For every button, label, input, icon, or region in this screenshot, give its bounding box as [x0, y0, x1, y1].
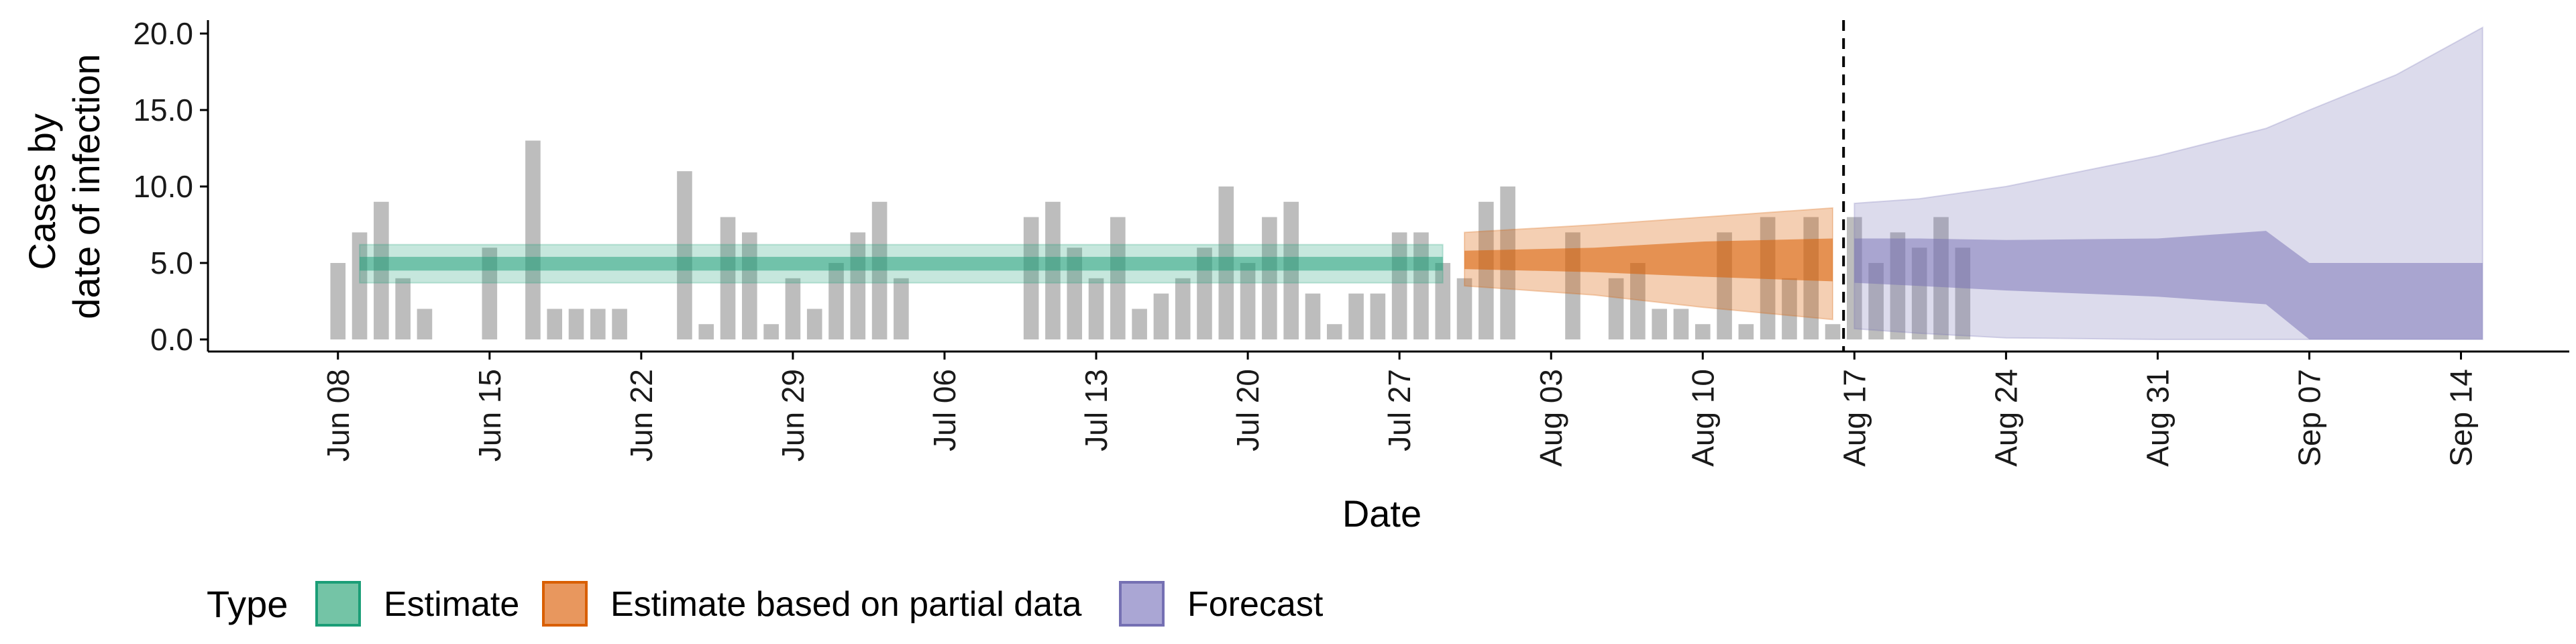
- case-bar: [1456, 278, 1472, 339]
- y-tick-label: 20.0: [133, 16, 193, 51]
- case-bar: [1197, 248, 1212, 339]
- x-tick-label: Aug 31: [2140, 369, 2175, 467]
- case-bar: [677, 171, 692, 339]
- x-tick-label: Aug 24: [1988, 369, 2023, 467]
- legend-items: Estimate Estimate based on partial data Fo…: [315, 581, 1324, 627]
- case-bar: [806, 309, 822, 339]
- case-bar: [1435, 263, 1451, 339]
- case-bar: [1262, 217, 1277, 339]
- x-axis-title: Date: [1342, 492, 1421, 535]
- legend-label: Forecast: [1187, 585, 1324, 624]
- case-bar: [568, 309, 584, 339]
- y-tick-label: 15.0: [133, 93, 193, 127]
- case-bar: [828, 263, 844, 339]
- x-tick-label: Jun 29: [775, 369, 810, 462]
- case-bar: [1326, 324, 1342, 339]
- estimate-bands: [359, 26, 2483, 340]
- axes: 0.05.010.015.020.0 Jun 08 Jun 15 Jun 22 Jun…: [133, 16, 2569, 467]
- x-tick-label: Jul 20: [1230, 369, 1265, 451]
- x-tick-label: Jul 27: [1382, 369, 1417, 451]
- reported-cases-bars: [330, 140, 1971, 339]
- case-bar: [1305, 293, 1321, 339]
- y-tick-label: 10.0: [133, 169, 193, 204]
- case-bar: [417, 309, 433, 339]
- legend-swatch: [315, 581, 361, 627]
- case-bar: [330, 263, 346, 339]
- case-bar: [1240, 263, 1256, 339]
- case-bar: [894, 278, 909, 339]
- case-bar: [1153, 293, 1169, 339]
- x-axis-ticks: Jun 08 Jun 15 Jun 22 Jun 29 Jul 06 Jul 13 Jul …: [321, 352, 2479, 467]
- case-bar: [1067, 248, 1083, 339]
- y-axis-title-line-2: date of infection: [65, 54, 107, 319]
- x-tick-label: Sep 14: [2444, 369, 2479, 467]
- legend-label: Estimate based on partial data: [610, 585, 1082, 624]
- case-bar: [612, 309, 627, 339]
- case-bar: [1630, 263, 1646, 339]
- x-tick-label: Aug 17: [1837, 369, 1872, 467]
- case-bar: [1132, 309, 1147, 339]
- legend-label: Estimate: [384, 585, 519, 624]
- x-tick-label: Aug 10: [1685, 369, 1720, 467]
- case-bar: [1175, 278, 1191, 339]
- case-bar: [547, 309, 562, 339]
- legend-swatch: [1119, 581, 1165, 627]
- case-bar: [720, 217, 736, 339]
- x-tick-label: Jul 06: [927, 369, 962, 451]
- x-tick-label: Jun 15: [472, 369, 507, 462]
- series-inner-band: [360, 256, 1443, 271]
- case-bar: [785, 278, 801, 339]
- y-tick-label: 0.0: [150, 322, 193, 357]
- case-bar: [590, 309, 606, 339]
- case-bar: [395, 278, 411, 339]
- case-bar: [1088, 278, 1104, 339]
- x-tick-label: Jun 22: [624, 369, 659, 462]
- case-bar: [1023, 217, 1039, 339]
- case-bar: [1370, 293, 1386, 339]
- case-bar: [698, 324, 714, 339]
- case-bar: [1695, 324, 1711, 339]
- x-tick-label: Jun 08: [321, 369, 356, 462]
- case-bar: [525, 140, 541, 339]
- case-bar: [763, 324, 779, 339]
- legend-title: Type: [207, 583, 288, 625]
- case-bar: [1673, 309, 1689, 339]
- x-tick-label: Aug 03: [1534, 369, 1568, 467]
- case-bar: [1782, 278, 1797, 339]
- x-tick-label: Sep 07: [2292, 369, 2326, 467]
- case-bar: [1652, 309, 1667, 339]
- case-bar: [1348, 293, 1364, 339]
- case-bar: [1479, 201, 1494, 339]
- series-inner-band: [1464, 238, 1833, 282]
- case-bar: [1738, 324, 1754, 339]
- legend-swatch: [542, 581, 588, 627]
- case-bar: [1110, 217, 1126, 339]
- x-tick-label: Jul 13: [1079, 369, 1114, 451]
- case-bar: [1608, 278, 1624, 339]
- case-bar: [1825, 324, 1841, 339]
- y-axis-title-line-1: Cases by: [21, 113, 63, 270]
- y-axis-title: Cases by date of infection: [21, 54, 107, 319]
- y-axis-ticks: 0.0 5.0 10.0 15.0 20.0: [133, 16, 208, 357]
- series-inner-band: [1854, 231, 2483, 339]
- y-tick-label: 5.0: [150, 246, 193, 280]
- legend: Type Estimate Estimate based on partial d…: [207, 581, 1324, 627]
- case-bar: [482, 248, 498, 339]
